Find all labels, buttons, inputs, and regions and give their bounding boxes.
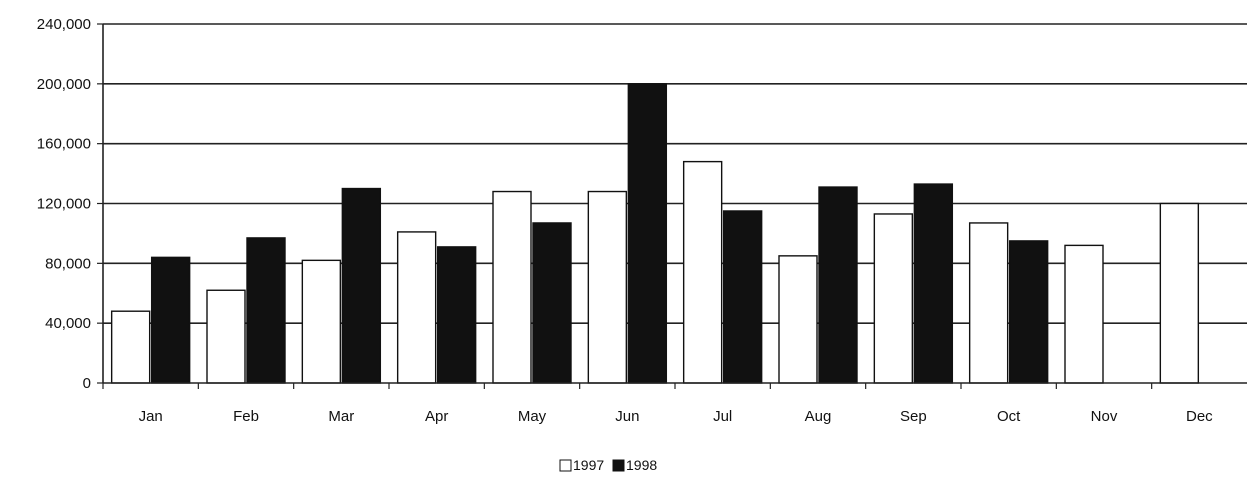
- bar-1997-nov: [1064, 244, 1104, 384]
- y-tick-label: 200,000: [37, 76, 91, 93]
- legend-label-1998: 1998: [626, 457, 657, 473]
- y-tick-label: 160,000: [37, 136, 91, 153]
- x-tick-label: Jan: [139, 408, 163, 425]
- x-tick-label: Jul: [713, 408, 732, 425]
- bar-1997-jun: [587, 190, 628, 384]
- bar-1997-jul: [682, 160, 723, 384]
- x-tick-label: Aug: [805, 408, 832, 425]
- x-tick-label: Mar: [328, 408, 354, 425]
- bars: [110, 83, 1200, 384]
- bar-1998-mar: [341, 187, 382, 384]
- axes: 0 40,000 80,000 120,000 160,000 200,000 240,00…: [37, 16, 1247, 425]
- x-tick-label: May: [518, 408, 547, 425]
- legend-swatch-1997: [559, 459, 572, 472]
- bar-1998-apr: [436, 246, 477, 384]
- bar-1997-may: [492, 190, 532, 384]
- bar-1998-feb: [246, 237, 286, 384]
- legend-swatch-1998: [612, 459, 625, 472]
- bar-1998-jan: [150, 256, 191, 384]
- y-tick-label: 0: [83, 375, 91, 392]
- bar-1998-jul: [722, 210, 763, 384]
- x-tick-label: Dec: [1186, 408, 1213, 425]
- bar-1998-jun: [627, 83, 668, 384]
- x-tick-label: Feb: [233, 408, 259, 425]
- bar-1997-apr: [396, 231, 437, 384]
- x-tick-label: Jun: [615, 408, 639, 425]
- bar-1997-oct: [968, 222, 1009, 384]
- x-tick-label: Nov: [1091, 408, 1118, 425]
- bar-1997-sep: [873, 213, 914, 384]
- bar-1997-aug: [778, 255, 818, 384]
- bar-1998-aug: [818, 186, 858, 384]
- y-tick-label: 120,000: [37, 196, 91, 213]
- x-tick-label: Apr: [425, 408, 448, 425]
- legend: 1997 1998: [559, 457, 657, 473]
- bar-1998-sep: [913, 183, 954, 384]
- bar-1998-oct: [1008, 240, 1049, 384]
- bar-1997-feb: [206, 289, 246, 384]
- y-tick-label: 80,000: [45, 255, 91, 272]
- y-tick-label: 40,000: [45, 315, 91, 332]
- x-tick-label: Sep: [900, 408, 927, 425]
- x-tick-label: Oct: [997, 408, 1021, 425]
- bar-1997-dec: [1159, 202, 1200, 384]
- bar-1997-mar: [301, 259, 342, 384]
- bar-1997-jan: [110, 310, 151, 384]
- gridlines: [103, 23, 1247, 324]
- legend-label-1997: 1997: [573, 457, 604, 473]
- bar-1998-may: [532, 222, 572, 384]
- y-tick-label: 240,000: [37, 16, 91, 33]
